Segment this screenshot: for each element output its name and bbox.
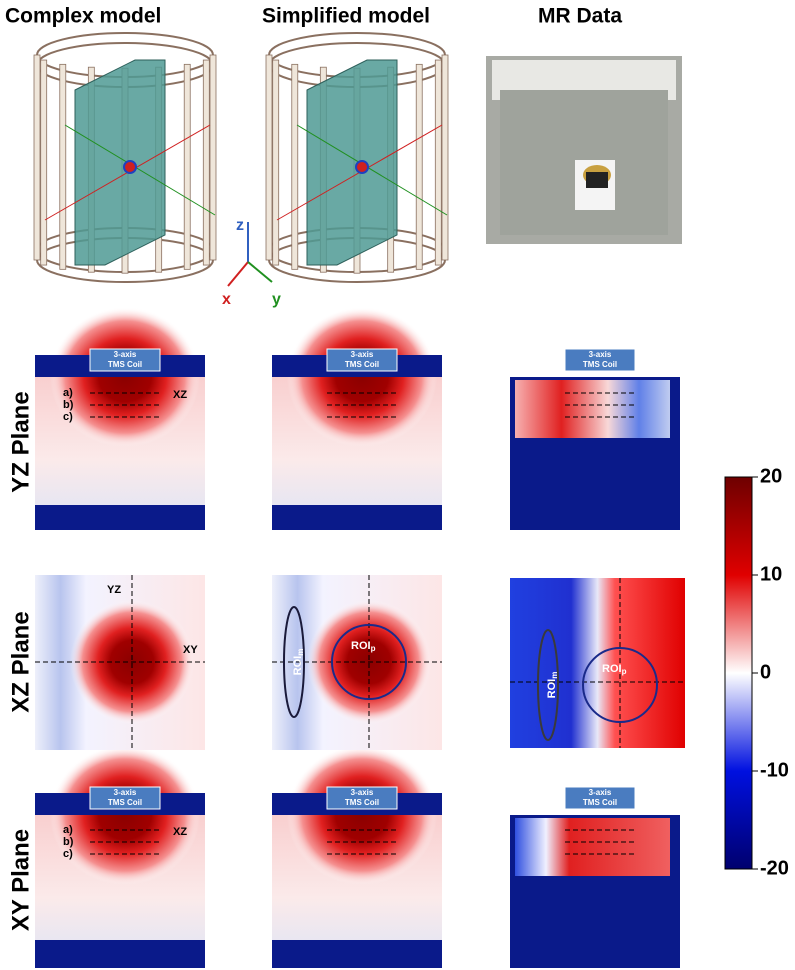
coil-box: [564, 348, 636, 372]
colorbar-ticks: 20 10 0 -10 -20: [752, 465, 789, 879]
roi-base: ROI: [546, 679, 558, 699]
axis-label: x: [222, 291, 231, 308]
plane-label: YZ: [107, 584, 121, 596]
tms-coil: [123, 160, 137, 174]
axis-triad: z x y: [222, 217, 281, 308]
column-title: MR Data: [538, 5, 622, 28]
tms-coil: [355, 160, 369, 174]
coil-rung: [441, 54, 449, 261]
coil-label: 3-axis: [589, 788, 612, 797]
coil-box: [564, 786, 636, 810]
coil-box: [326, 348, 398, 372]
coil-label: TMS Coil: [583, 360, 617, 369]
coil-rung: [209, 54, 217, 261]
roi-m: [537, 629, 559, 741]
phantom: [306, 59, 398, 266]
coil-rung: [33, 54, 41, 261]
colorbar-tick-label: -20: [760, 857, 789, 879]
colorbar-tick-label: 0: [760, 661, 771, 683]
air-band: [35, 505, 205, 530]
coil-label: TMS Coil: [583, 798, 617, 807]
coil-label: 3-axis: [351, 788, 374, 797]
coil-label: TMS Coil: [345, 360, 379, 369]
air-band: [272, 505, 442, 530]
axis-label: z: [236, 217, 244, 234]
roi-sub: m: [550, 672, 559, 679]
roi-label: ROIp: [351, 640, 376, 653]
coil-rung: [202, 59, 210, 266]
field-map: [515, 380, 670, 438]
roi-label: ROIm: [292, 649, 305, 676]
colorbar-tick-label: 20: [760, 465, 782, 487]
roi-base: ROI: [602, 663, 622, 675]
roi-base: ROI: [292, 656, 304, 676]
roi-label: ROIp: [602, 663, 627, 676]
coil-label: TMS Coil: [108, 798, 142, 807]
coil-rung: [183, 63, 191, 270]
profile-label: a): [63, 824, 73, 836]
column-title: Complex model: [5, 5, 161, 28]
roi-sub: m: [296, 649, 305, 656]
row-label: XY Plane: [7, 829, 34, 931]
coil-box: [89, 786, 161, 810]
axis: [64, 124, 216, 216]
coil-box: [89, 348, 161, 372]
row-label: XZ Plane: [7, 611, 34, 712]
coil-label: 3-axis: [114, 788, 137, 797]
coil-label: TMS Coil: [345, 798, 379, 807]
air-band: [272, 940, 442, 968]
coil-rung: [291, 63, 299, 270]
colorbar: [724, 476, 753, 870]
profile-label: c): [63, 411, 73, 423]
coil-rung: [415, 63, 423, 270]
plane-label: XY: [183, 644, 198, 656]
field-map: [515, 818, 670, 876]
roi-sub: p: [371, 644, 376, 653]
colorbar-tick-label: -10: [760, 759, 789, 781]
row-label: YZ Plane: [7, 391, 34, 492]
coil-rung: [272, 59, 280, 266]
roi-label: ROIm: [546, 672, 559, 699]
roi-m: [283, 606, 305, 718]
coil-rung: [59, 63, 67, 270]
axis-label: y: [272, 291, 281, 308]
photo: [486, 56, 682, 244]
field-map: [510, 578, 685, 748]
coil-label: 3-axis: [114, 350, 137, 359]
roi-sub: p: [622, 667, 627, 676]
profile-label: c): [63, 848, 73, 860]
phantom: [74, 59, 166, 266]
roi-p: [582, 647, 658, 723]
roi-p: [331, 624, 407, 700]
column-title: Simplified model: [262, 5, 430, 28]
profile-label: b): [63, 836, 74, 848]
coil-rung: [40, 59, 48, 266]
plane-label: XZ: [173, 389, 187, 401]
profile-label: a): [63, 387, 73, 399]
coil-label: 3-axis: [351, 350, 374, 359]
coil-box: [326, 786, 398, 810]
axis: [296, 124, 448, 216]
air-band: [35, 940, 205, 968]
coil-label: TMS Coil: [108, 360, 142, 369]
coil-rung: [434, 59, 442, 266]
profile-label: b): [63, 399, 74, 411]
colorbar-tick-label: 10: [760, 563, 782, 585]
coil-rung: [265, 54, 273, 261]
model-renderings: [33, 32, 449, 283]
plane-label: XZ: [173, 826, 187, 838]
coil-label: 3-axis: [589, 350, 612, 359]
roi-base: ROI: [351, 640, 371, 652]
